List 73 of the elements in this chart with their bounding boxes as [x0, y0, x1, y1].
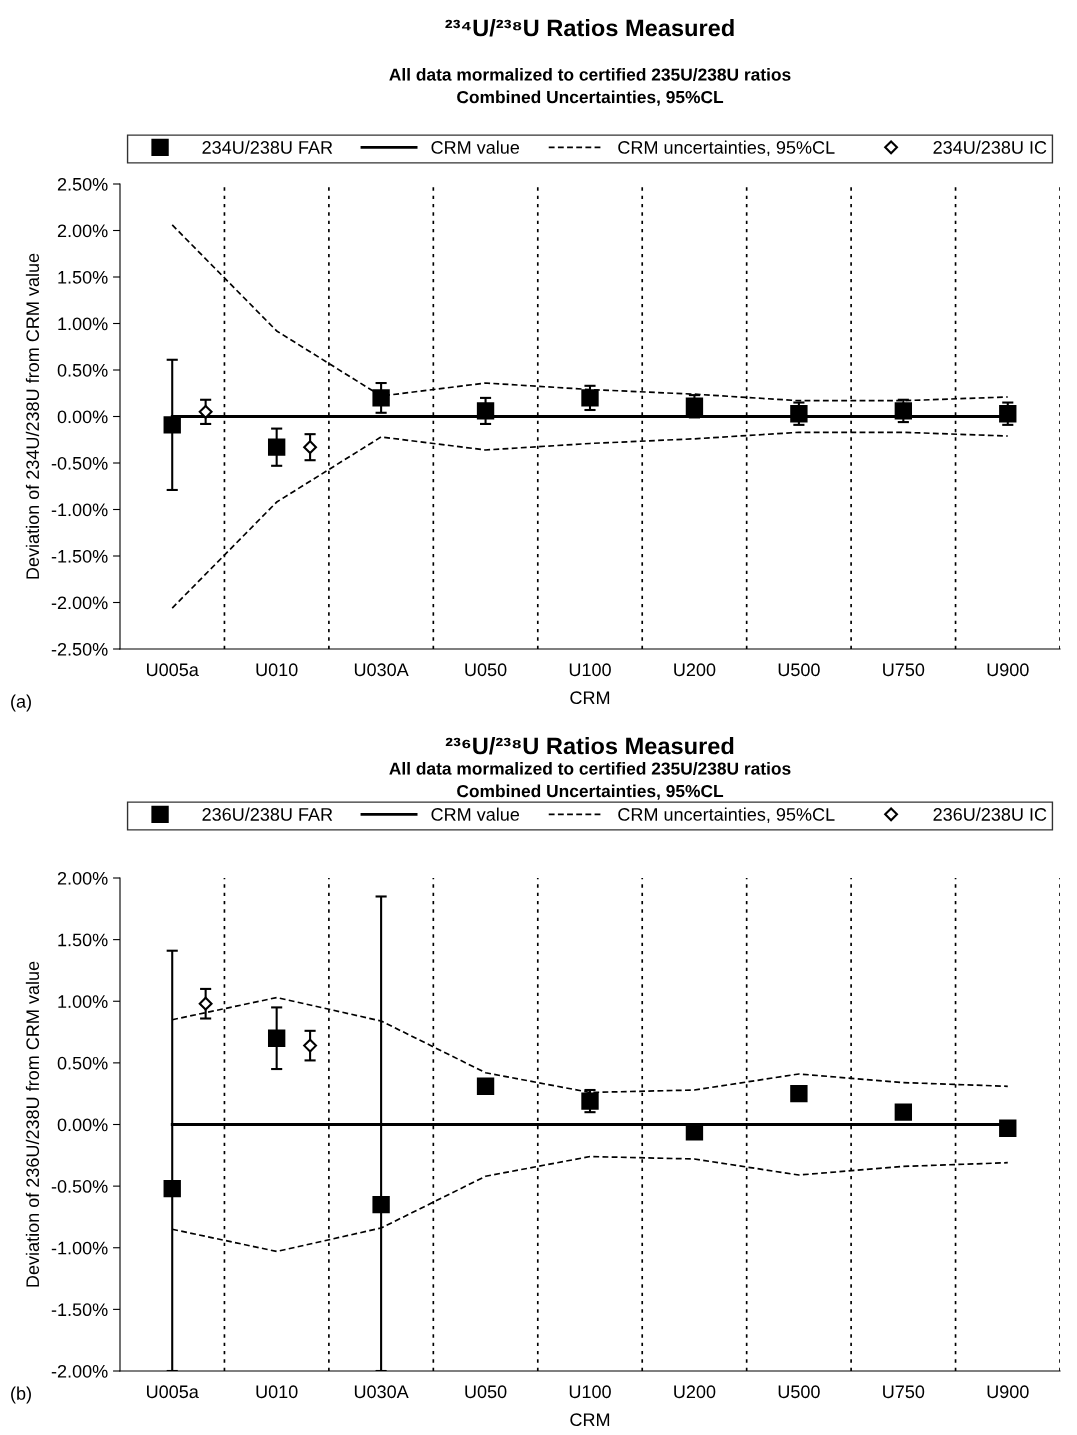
y-tick-label: -1.50%	[51, 1303, 108, 1317]
legend-label: CRM uncertainties, 95%CL	[618, 140, 835, 156]
y-tick-label: -0.50%	[51, 456, 108, 470]
x-tick-label: U050	[465, 663, 507, 677]
point	[790, 405, 808, 423]
legend-label: CRM value	[431, 140, 520, 154]
point	[267, 438, 286, 456]
x-tick-label: U900	[987, 1385, 1029, 1399]
y-tick-label: 1.00%	[58, 995, 108, 1008]
y-tick-label: -1.50%	[51, 549, 108, 563]
chart-subtitle: All data mormalized to certified 235U/238U ratios Combined Uncertainties, 95%CL	[389, 68, 791, 106]
point	[163, 1179, 181, 1198]
x-tick-label: U010	[256, 1385, 298, 1399]
point	[163, 416, 181, 434]
x-tick-label: U200	[674, 663, 716, 677]
chart-title: ²³⁶U/²³⁸U Ratios Measured	[445, 737, 734, 755]
point	[476, 402, 495, 420]
point	[894, 1103, 913, 1121]
x-tick-label: U100	[569, 663, 611, 677]
chart-title: ²³⁴U/²³⁸U Ratios Measured	[445, 19, 734, 37]
y-tick-label: 1.00%	[58, 317, 108, 331]
y-tick-label: -1.00%	[51, 1241, 108, 1255]
y-tick-label: 2.00%	[57, 871, 108, 885]
y-tick-label: 0.00%	[57, 410, 108, 424]
y-axis-title: Deviation of 234U/238U from CRM value	[25, 253, 40, 579]
legend-label: 236U/238U IC	[933, 807, 1047, 821]
x-tick-label: U030A	[354, 1385, 409, 1399]
x-tick-label: U005a	[147, 1385, 199, 1399]
x-tick-label: U200	[674, 1385, 716, 1399]
y-tick-label: -2.50%	[51, 642, 108, 656]
point	[581, 389, 599, 407]
x-tick-label: U500	[778, 1385, 820, 1399]
x-tick-label: U900	[987, 663, 1029, 677]
point	[267, 1029, 286, 1047]
y-axis-title: Deviation of 236U/238U from CRM value	[25, 961, 40, 1287]
y-tick-label: -0.50%	[51, 1180, 108, 1193]
point	[372, 389, 390, 407]
point	[581, 1092, 599, 1110]
x-axis-title: CRM	[570, 1413, 610, 1427]
point	[476, 1077, 495, 1095]
point	[790, 1085, 808, 1103]
y-tick-label: 1.50%	[58, 933, 108, 947]
y-tick-label: 0.00%	[57, 1118, 108, 1132]
legend-label: 234U/238U IC	[933, 140, 1047, 154]
y-tick-label: 0.50%	[57, 363, 108, 377]
y-tick-label: 1.50%	[58, 270, 108, 284]
point	[999, 1119, 1017, 1137]
y-tick-label: -2.00%	[51, 596, 108, 610]
text: (b)	[11, 1386, 31, 1404]
point	[999, 405, 1017, 423]
legend-label: 236U/238U FAR	[202, 807, 333, 821]
x-tick-label: U010	[256, 663, 298, 677]
point	[685, 397, 704, 415]
text: (a)	[11, 694, 31, 712]
point	[372, 1195, 390, 1214]
x-tick-label: U050	[465, 1385, 507, 1399]
legend-label: CRM value	[431, 807, 520, 821]
legend-label: CRM uncertainties, 95%CL	[618, 807, 835, 823]
x-tick-label: U100	[569, 1385, 611, 1399]
y-tick-label: -1.00%	[51, 503, 108, 517]
chart-subtitle: All data mormalized to certified 235U/238U ratios Combined Uncertainties, 95%CL	[389, 762, 791, 800]
x-tick-label: U005a	[147, 663, 199, 677]
y-tick-label: 2.00%	[57, 224, 108, 238]
x-tick-label: U500	[778, 663, 820, 677]
x-tick-label: U030A	[354, 663, 409, 677]
x-tick-label: U750	[883, 1385, 925, 1399]
point	[894, 402, 913, 420]
x-axis-title: CRM	[570, 691, 610, 705]
y-tick-label: 2.50%	[57, 177, 108, 191]
y-tick-label: -2.00%	[51, 1364, 108, 1378]
y-tick-label: 0.50%	[57, 1056, 108, 1070]
x-tick-label: U750	[883, 663, 925, 677]
legend-label: 234U/238U FAR	[202, 140, 333, 154]
